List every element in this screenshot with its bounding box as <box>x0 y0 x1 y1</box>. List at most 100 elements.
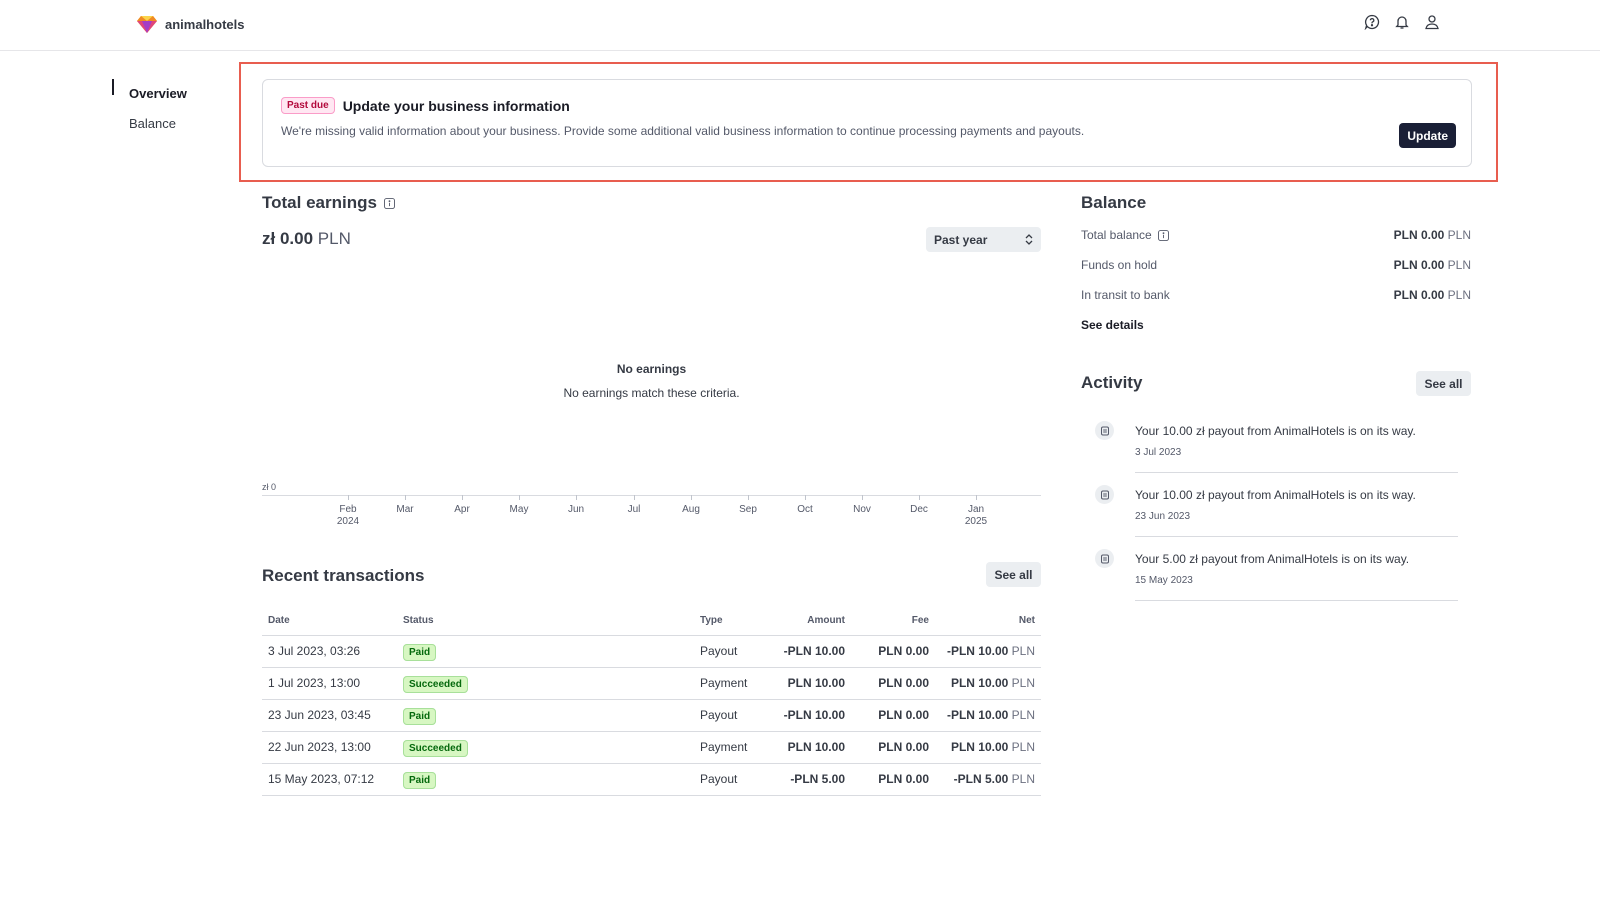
earnings-value: zł 0.00 <box>262 229 314 248</box>
tick-month: Jun <box>567 504 585 515</box>
transactions-see-all-button[interactable]: See all <box>986 562 1041 587</box>
business-info-alert: Past due Update your business informatio… <box>262 79 1472 167</box>
tick-year: 2024 <box>336 516 360 527</box>
info-icon[interactable] <box>1157 229 1169 241</box>
tick-month: Apr <box>454 504 470 515</box>
activity-date: 23 Jun 2023 <box>1135 511 1191 522</box>
balance-label: In transit to bank <box>1081 288 1170 302</box>
see-details-link[interactable]: See details <box>1081 318 1144 332</box>
user-icon[interactable] <box>1424 14 1440 30</box>
balance-value: PLN 0.00 PLN <box>1394 288 1471 302</box>
activity-item[interactable]: Your 10.00 zł payout from AnimalHotels i… <box>1095 421 1458 485</box>
cell-fee: PLN 0.00 <box>851 635 935 668</box>
x-axis-tick <box>862 495 863 500</box>
period-select[interactable]: Past year <box>926 227 1041 252</box>
cell-date: 15 May 2023, 07:12 <box>262 763 397 796</box>
balance-amount: PLN 0.00 <box>1393 258 1445 272</box>
payout-icon <box>1095 421 1114 440</box>
cell-type: Payout <box>694 635 766 668</box>
help-icon[interactable] <box>1364 14 1380 30</box>
activity-item[interactable]: Your 10.00 zł payout from AnimalHotels i… <box>1095 485 1458 549</box>
net-unit: PLN <box>1011 740 1035 754</box>
x-axis-tick-label: Mar <box>385 504 425 516</box>
net-unit: PLN <box>1011 676 1035 690</box>
column-header-type[interactable]: Type <box>694 607 766 636</box>
recent-transactions-title: Recent transactions <box>262 566 425 585</box>
table-row[interactable]: 23 Jun 2023, 03:45 Paid Payout -PLN 10.0… <box>262 699 1041 732</box>
column-header-status[interactable]: Status <box>397 607 694 636</box>
transactions-table: Date Status Type Amount Fee Net 3 Jul 20… <box>262 607 1041 796</box>
balance-value: PLN 0.00 PLN <box>1394 228 1471 242</box>
net-unit: PLN <box>1011 644 1035 658</box>
balance-amount: PLN 0.00 <box>1393 288 1445 302</box>
net-unit: PLN <box>1011 708 1035 722</box>
x-axis-line <box>262 495 1041 496</box>
balance-amount: PLN 0.00 <box>1393 228 1445 242</box>
cell-amount: PLN 10.00 <box>766 731 851 764</box>
update-button[interactable]: Update <box>1399 123 1456 148</box>
balance-title: Balance <box>1081 193 1147 212</box>
y-axis-label: zł 0 <box>262 482 277 492</box>
tick-month: Jul <box>627 504 641 515</box>
status-badge: Succeeded <box>403 676 468 693</box>
cell-fee: PLN 0.00 <box>851 667 935 700</box>
cell-net: PLN 10.00 PLN <box>935 667 1041 700</box>
column-header-fee[interactable]: Fee <box>851 607 935 636</box>
alert-message: We're missing valid information about yo… <box>281 124 1085 138</box>
earnings-amount: zł 0.00 PLN <box>262 229 351 249</box>
chevron-up-down-icon <box>1025 234 1033 245</box>
empty-state-title: No earnings <box>616 362 687 376</box>
activity-divider <box>1135 600 1458 601</box>
payout-icon <box>1095 549 1114 568</box>
cell-fee: PLN 0.00 <box>851 763 935 796</box>
period-select-value: Past year <box>934 232 988 247</box>
column-header-amount[interactable]: Amount <box>766 607 851 636</box>
x-axis-tick-label: Oct <box>785 504 825 516</box>
balance-unit: PLN <box>1447 228 1471 242</box>
status-badge: Paid <box>403 644 437 661</box>
cell-status: Paid <box>397 763 694 796</box>
table-row[interactable]: 15 May 2023, 07:12 Paid Payout -PLN 5.00… <box>262 763 1041 796</box>
column-header-date[interactable]: Date <box>262 607 397 636</box>
diamond-logo-icon <box>137 16 157 33</box>
net-value: -PLN 10.00 <box>946 708 1009 722</box>
cell-date: 1 Jul 2023, 13:00 <box>262 667 397 700</box>
balance-value: PLN 0.00 PLN <box>1394 258 1471 272</box>
balance-row-on-hold: Funds on hold PLN 0.00 PLN <box>1081 258 1471 272</box>
activity-see-all-button[interactable]: See all <box>1416 371 1471 396</box>
x-axis-tick <box>576 495 577 500</box>
cell-status: Paid <box>397 699 694 732</box>
x-axis-tick <box>519 495 520 500</box>
highlight-frame <box>239 62 1498 182</box>
cell-net: -PLN 10.00 PLN <box>935 635 1041 668</box>
bell-icon[interactable] <box>1394 14 1410 30</box>
cell-amount: -PLN 10.00 <box>766 699 851 732</box>
brand[interactable]: animalhotels <box>136 13 244 35</box>
x-axis-tick-label: Jul <box>614 504 654 516</box>
activity-item[interactable]: Your 5.00 zł payout from AnimalHotels is… <box>1095 549 1458 613</box>
table-row[interactable]: 1 Jul 2023, 13:00 Succeeded Payment PLN … <box>262 667 1041 700</box>
cell-amount: PLN 10.00 <box>766 667 851 700</box>
cell-type: Payout <box>694 699 766 732</box>
sidebar-item-balance[interactable]: Balance <box>129 115 176 131</box>
sidebar-item-overview[interactable]: Overview <box>112 78 187 108</box>
table-row[interactable]: 3 Jul 2023, 03:26 Paid Payout -PLN 10.00… <box>262 635 1041 668</box>
alert-title: Update your business information <box>342 97 570 114</box>
tick-month: Dec <box>910 504 928 515</box>
column-header-net[interactable]: Net <box>935 607 1041 636</box>
earnings-currency: PLN <box>317 229 351 248</box>
tick-month: Jan <box>967 504 985 515</box>
payout-icon <box>1095 485 1114 504</box>
x-axis-tick <box>748 495 749 500</box>
cell-amount: -PLN 5.00 <box>766 763 851 796</box>
net-value: -PLN 10.00 <box>946 644 1009 658</box>
x-axis-tick-label: May <box>499 504 539 516</box>
cell-date: 22 Jun 2023, 13:00 <box>262 731 397 764</box>
cell-net: -PLN 5.00 PLN <box>935 763 1041 796</box>
balance-label-wrap: Total balance <box>1081 228 1169 242</box>
table-row[interactable]: 22 Jun 2023, 13:00 Succeeded Payment PLN… <box>262 731 1041 764</box>
info-icon[interactable] <box>383 197 395 209</box>
tick-year: 2025 <box>964 516 988 527</box>
balance-label: Funds on hold <box>1081 258 1158 272</box>
cell-type: Payment <box>694 667 766 700</box>
